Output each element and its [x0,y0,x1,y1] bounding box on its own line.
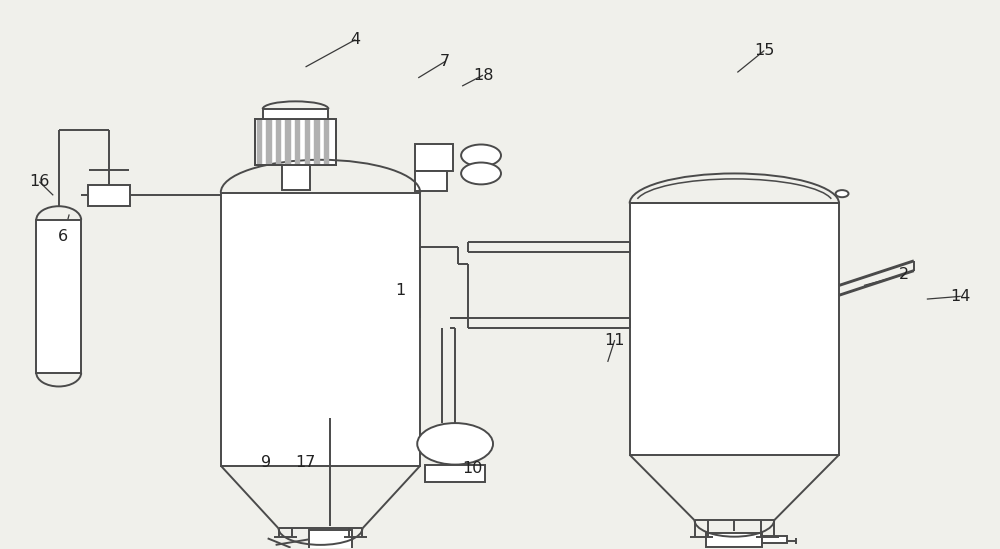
Bar [285,119,291,165]
Bar [36,220,81,373]
Bar [282,165,310,190]
Bar [415,171,447,192]
Text: 17: 17 [295,456,316,470]
Bar [314,119,320,165]
Bar [295,119,300,165]
Bar [88,185,130,206]
Bar [255,119,336,165]
Text: 10: 10 [462,461,482,476]
Bar [630,204,839,455]
Ellipse shape [461,144,501,166]
Ellipse shape [417,423,493,464]
Bar [266,119,272,165]
Bar [415,144,453,171]
Bar [221,193,420,466]
Bar [425,464,485,482]
Text: 7: 7 [440,54,450,69]
Text: 18: 18 [473,68,493,83]
Bar [255,119,336,165]
Text: 6: 6 [58,229,68,244]
Bar [276,119,281,165]
Text: 2: 2 [899,267,909,282]
Text: 11: 11 [604,333,625,348]
Ellipse shape [836,190,849,197]
Text: 9: 9 [261,456,271,470]
Text: 1: 1 [395,283,405,299]
Bar [309,530,352,549]
Bar [257,119,262,165]
Text: 15: 15 [754,43,774,58]
Text: 14: 14 [951,289,971,304]
Bar [324,119,329,165]
Ellipse shape [461,163,501,184]
Text: 16: 16 [29,174,49,189]
Bar [762,536,787,544]
Text: 4: 4 [350,32,360,47]
Bar [263,109,328,119]
Bar [706,534,762,546]
Bar [305,119,310,165]
